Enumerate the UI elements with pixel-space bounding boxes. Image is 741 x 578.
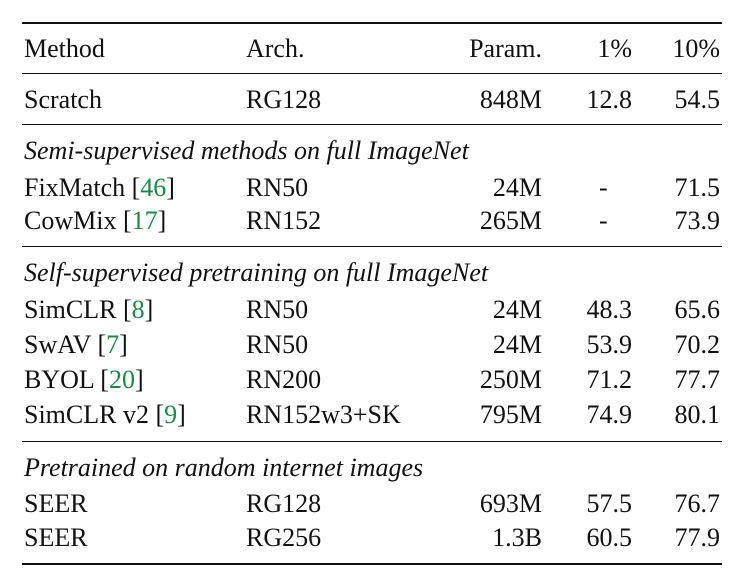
table-row: CowMix [17] RN152 265M - 73.9 (0, 203, 741, 239)
score-1pct: 48.3 (586, 295, 633, 324)
section-rule (22, 246, 722, 247)
table-row: Scratch RG128 848M 12.8 54.5 (0, 82, 741, 118)
arch-value: RG256 (246, 523, 322, 552)
param-value: 1.3B (492, 523, 542, 552)
score-1pct: 57.5 (586, 489, 633, 518)
citation-link[interactable]: 17 (131, 206, 158, 235)
score-1pct: - (599, 173, 608, 202)
header-10pct: 10% (672, 34, 720, 63)
header-param: Param. (469, 34, 542, 63)
param-value: 24M (492, 330, 542, 359)
table-row: SEER RG128 693M 57.5 76.7 (0, 486, 741, 522)
table-row: SimCLR [8] RN50 24M 48.3 65.6 (0, 292, 741, 328)
score-10pct: 77.9 (674, 523, 721, 552)
score-10pct: 80.1 (674, 400, 721, 429)
score-1pct: 71.2 (586, 365, 633, 394)
header-rule (22, 73, 722, 74)
method-name: Scratch (24, 85, 102, 114)
method-name: CowMix [17] (24, 206, 167, 235)
header-1pct: 1% (597, 34, 632, 63)
arch-value: RN50 (246, 330, 309, 359)
table-row: SwAV [7] RN50 24M 53.9 70.2 (0, 327, 741, 363)
param-value: 848M (479, 85, 542, 114)
header-method: Method (24, 34, 105, 63)
section-title: Semi-supervised methods on full ImageNet (24, 136, 469, 165)
param-value: 24M (492, 295, 542, 324)
citation-link[interactable]: 7 (106, 330, 120, 359)
arch-value: RN152 (246, 206, 322, 235)
score-10pct: 65.6 (674, 295, 721, 324)
score-10pct: 54.5 (674, 85, 721, 114)
section-rule (22, 441, 722, 442)
score-1pct: 53.9 (586, 330, 633, 359)
top-rule (22, 22, 722, 24)
method-name: SEER (24, 523, 88, 552)
score-10pct: 77.7 (674, 365, 721, 394)
arch-value: RN200 (246, 365, 322, 394)
citation-link[interactable]: 46 (140, 173, 167, 202)
method-name: SEER (24, 489, 88, 518)
section-title: Self-supervised pretraining on full Imag… (24, 258, 489, 287)
arch-value: RN152w3+SK (246, 400, 401, 429)
arch-value: RG128 (246, 489, 322, 518)
method-name: SimCLR [8] (24, 295, 154, 324)
score-1pct: 60.5 (586, 523, 633, 552)
param-value: 250M (479, 365, 542, 394)
score-10pct: 71.5 (674, 173, 721, 202)
method-name: SwAV [7] (24, 330, 128, 359)
table-header: Method Arch. Param. 1% 10% (0, 31, 741, 67)
score-1pct: - (599, 206, 608, 235)
score-10pct: 73.9 (674, 206, 721, 235)
section-rule (22, 124, 722, 125)
table-row: SimCLR v2 [9] RN152w3+SK 795M 74.9 80.1 (0, 397, 741, 433)
score-10pct: 76.7 (674, 489, 721, 518)
citation-link[interactable]: 20 (108, 365, 135, 394)
method-name: SimCLR v2 [9] (24, 400, 186, 429)
header-arch: Arch. (246, 34, 305, 63)
arch-value: RN50 (246, 295, 309, 324)
score-10pct: 70.2 (674, 330, 721, 359)
table-row: FixMatch [46] RN50 24M - 71.5 (0, 170, 741, 206)
table-row: BYOL [20] RN200 250M 71.2 77.7 (0, 362, 741, 398)
section-title: Pretrained on random internet images (24, 453, 424, 482)
param-value: 265M (479, 206, 542, 235)
arch-value: RN50 (246, 173, 309, 202)
table-row: SEER RG256 1.3B 60.5 77.9 (0, 520, 741, 556)
citation-link[interactable]: 8 (131, 295, 145, 324)
method-name: BYOL [20] (24, 365, 144, 394)
bottom-rule (22, 563, 722, 565)
param-value: 795M (479, 400, 542, 429)
method-name: FixMatch [46] (24, 173, 175, 202)
param-value: 24M (492, 173, 542, 202)
param-value: 693M (479, 489, 542, 518)
score-1pct: 74.9 (586, 400, 633, 429)
citation-link[interactable]: 9 (164, 400, 178, 429)
arch-value: RG128 (246, 85, 322, 114)
score-1pct: 12.8 (586, 85, 633, 114)
